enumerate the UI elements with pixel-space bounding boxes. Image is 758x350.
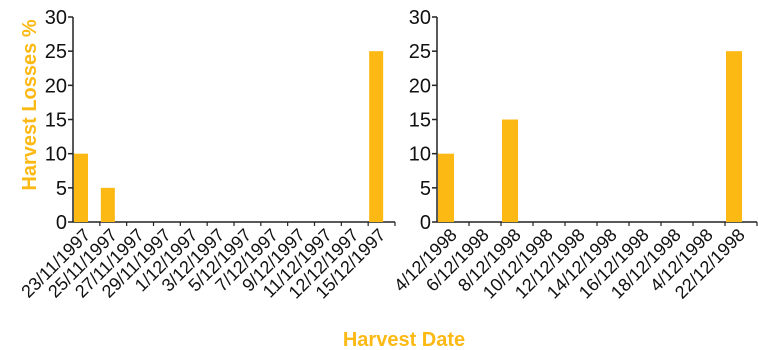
chart-panel-1997: 05101520253023/11/199725/11/199727/11/19… — [17, 7, 396, 303]
x-axis-title: Harvest Date — [343, 329, 465, 350]
y-tick-label: 30 — [409, 7, 431, 29]
y-axis-title: Harvest Losses % — [19, 19, 41, 190]
y-tick-label: 30 — [45, 7, 67, 29]
y-tick-label: 10 — [45, 144, 67, 166]
y-tick-label: 25 — [409, 41, 431, 63]
bar — [502, 119, 518, 222]
bar — [100, 187, 115, 222]
y-tick-label: 0 — [420, 212, 431, 234]
bar — [438, 153, 454, 222]
chart-panel-1998: 0510152025304/12/19986/12/19988/12/19981… — [390, 7, 758, 303]
y-tick-label: 20 — [409, 75, 431, 97]
y-tick-label: 5 — [56, 178, 67, 200]
bar — [726, 51, 742, 222]
bar — [74, 153, 88, 222]
y-tick-label: 15 — [45, 110, 67, 132]
y-tick-label: 25 — [45, 41, 67, 63]
y-tick-label: 15 — [409, 110, 431, 132]
y-tick-label: 0 — [56, 212, 67, 234]
y-tick-label: 10 — [409, 144, 431, 166]
y-tick-label: 20 — [45, 75, 67, 97]
bar — [369, 51, 384, 222]
y-tick-label: 5 — [420, 178, 431, 200]
